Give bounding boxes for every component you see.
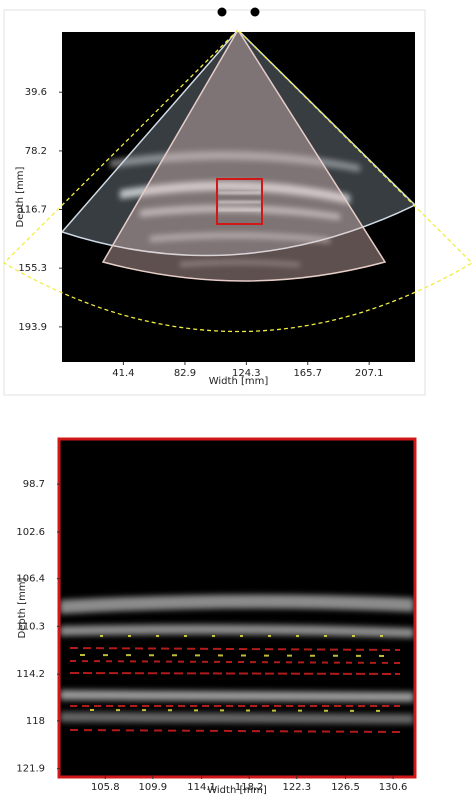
y-axis-label: Depth [mm] [17,577,28,638]
y-tick-label: 98.7 [23,479,45,490]
y-tick-label: 155.3 [18,263,47,274]
y-tick-label: 193.9 [18,322,47,333]
x-tick-label: 126.5 [331,782,360,793]
x-tick-label: 122.3 [282,782,311,793]
probe-element [251,8,260,17]
y-axis-label: Depth [mm] [15,166,26,227]
page: 41.482.9124.3165.7207.139.678.2116.7155.… [0,0,473,795]
y-tick-label: 78.2 [25,146,47,157]
zoomed-image [60,440,414,776]
y-tick-label: 114.2 [16,669,45,680]
probe-element [218,8,227,17]
y-tick-label: 121.9 [16,764,45,775]
x-tick-label: 82.9 [174,368,196,379]
y-tick-label: 102.6 [16,527,45,538]
x-tick-label: 130.6 [379,782,408,793]
x-tick-label: 207.1 [355,368,384,379]
x-tick-label: 41.4 [112,368,134,379]
y-tick-label: 118 [26,716,45,727]
y-tick-label: 39.6 [25,87,47,98]
x-axis-label: Width [mm] [207,785,267,795]
x-tick-label: 165.7 [293,368,322,379]
x-axis-label: Width [mm] [209,376,269,387]
x-tick-label: 109.9 [139,782,168,793]
x-tick-label: 105.8 [91,782,120,793]
